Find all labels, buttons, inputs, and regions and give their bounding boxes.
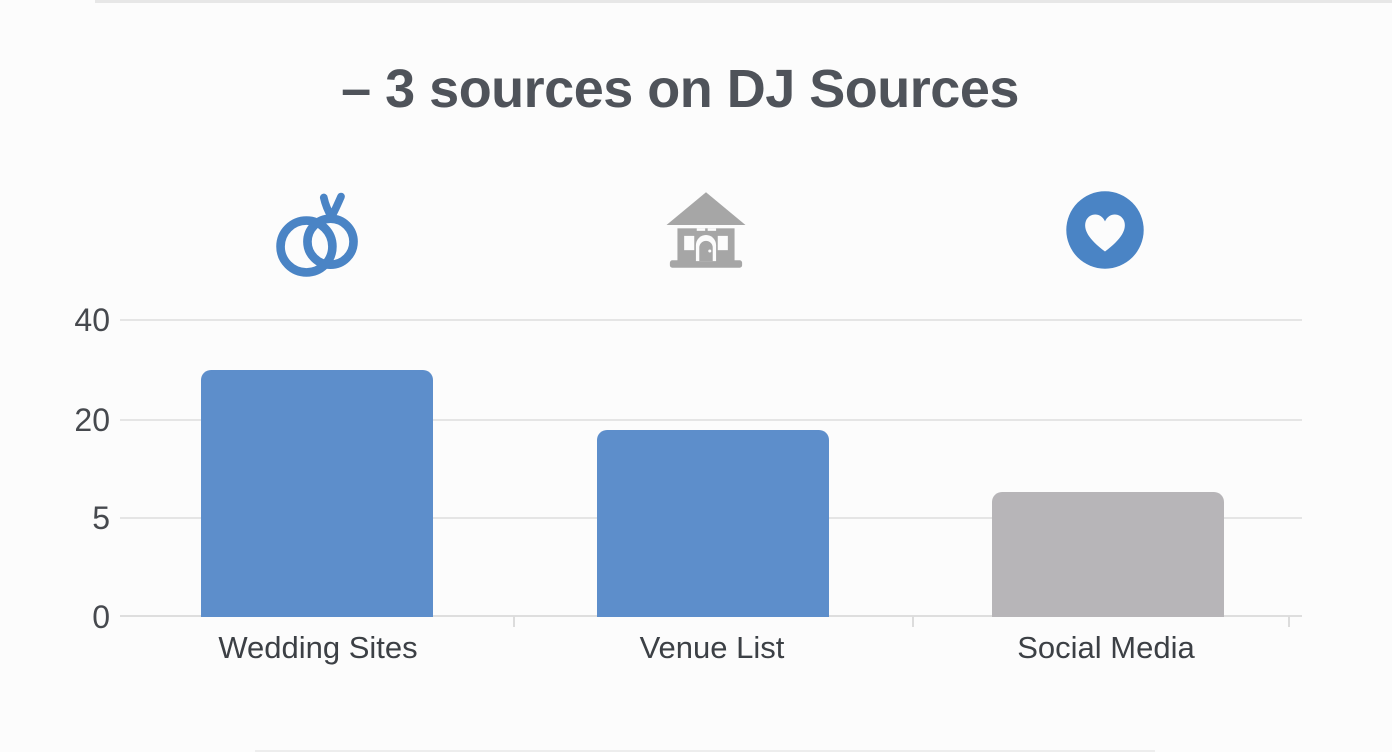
y-tick-label-5: 5	[92, 500, 110, 536]
top-border-line	[95, 0, 1392, 3]
gridline-20	[120, 419, 1302, 421]
x-axis-tick	[513, 616, 515, 627]
bar-social-media	[992, 491, 1224, 617]
x-label-social-media: Social Media	[1017, 630, 1195, 665]
chart-title: – 3 sources on DJ Sources	[341, 59, 1019, 119]
y-tick-label-20: 20	[74, 402, 110, 438]
x-label-venue-list: Venue List	[639, 630, 785, 665]
bar-wedding-sites	[201, 369, 433, 617]
x-label-wedding-sites: Wedding Sites	[218, 630, 418, 665]
y-tick-label-40: 40	[74, 302, 110, 338]
venue-house-icon	[662, 188, 750, 272]
y-tick-label-0: 0	[92, 599, 110, 635]
gridline-40	[120, 319, 1302, 321]
x-axis-tick	[912, 616, 914, 627]
plot-area	[120, 319, 1302, 627]
wedding-rings-icon	[270, 186, 366, 282]
heart-circle-icon	[1062, 187, 1148, 273]
bottom-border-line	[255, 750, 1155, 752]
bar-venue-list	[597, 429, 829, 617]
x-axis-tick	[1288, 616, 1290, 627]
